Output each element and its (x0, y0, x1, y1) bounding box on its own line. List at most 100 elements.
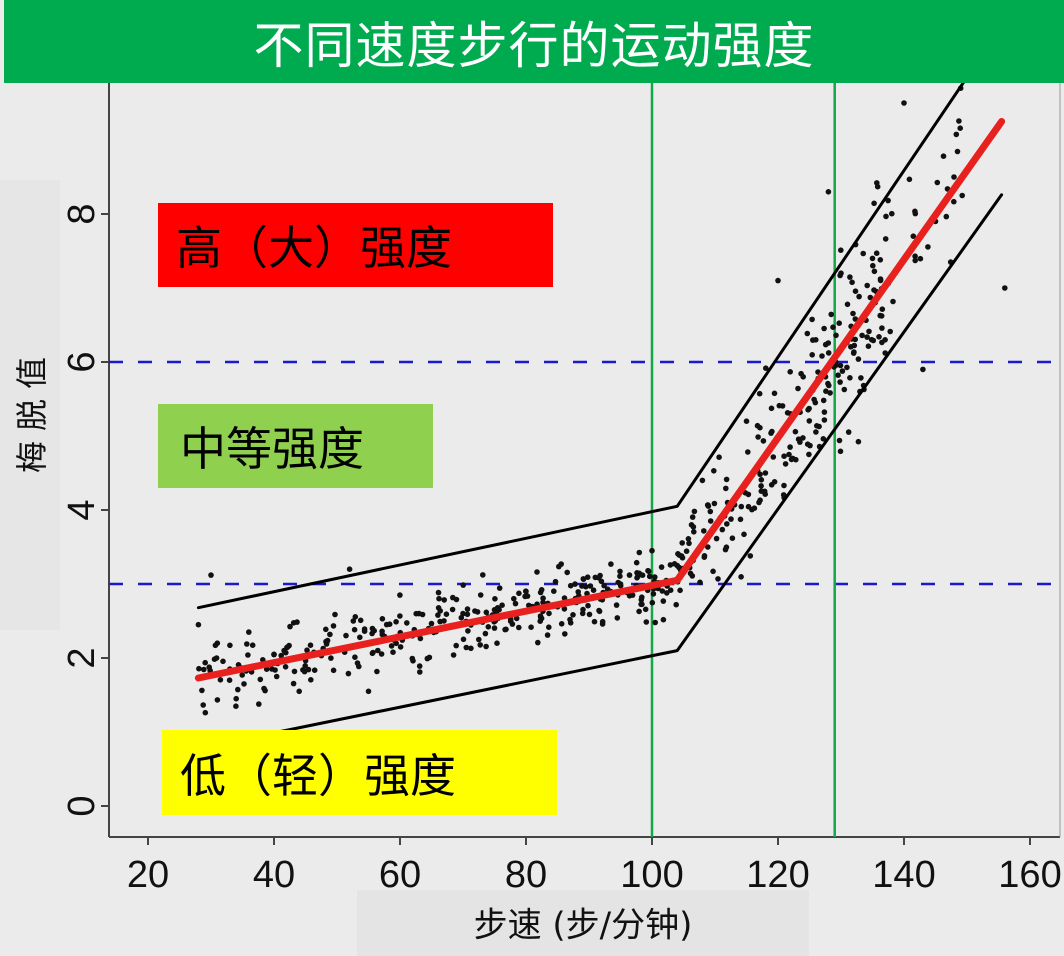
data-point (687, 570, 694, 577)
data-point (912, 253, 918, 259)
data-point (199, 687, 205, 694)
fit-lines (194, 83, 1006, 750)
x-tick-label: 120 (746, 854, 809, 896)
data-point (343, 632, 349, 639)
data-point (244, 641, 250, 647)
data-point (745, 503, 752, 510)
data-point (781, 482, 787, 489)
data-point (836, 320, 842, 327)
data-point (844, 364, 850, 371)
data-point (450, 594, 456, 601)
data-point (825, 380, 831, 387)
data-point (882, 236, 889, 242)
zone-moderate-text: 中等强度 (180, 422, 364, 476)
data-point (308, 677, 314, 683)
data-point (841, 386, 848, 393)
fit-line (194, 118, 1006, 682)
data-point (516, 590, 522, 597)
data-point (873, 250, 880, 256)
data-point (828, 311, 834, 318)
data-point (925, 244, 931, 250)
data-point (516, 624, 522, 631)
data-point (580, 606, 586, 613)
data-point (564, 569, 570, 576)
data-point (453, 642, 460, 649)
data-point (889, 210, 895, 217)
data-point (758, 477, 765, 483)
data-point (332, 611, 338, 618)
data-point (273, 673, 280, 680)
data-point (901, 100, 907, 106)
data-point (202, 709, 209, 716)
data-point (711, 468, 717, 474)
x-tick-label: 60 (379, 854, 421, 896)
data-point (865, 343, 872, 350)
data-point (954, 148, 961, 155)
data-point (705, 502, 711, 508)
data-point (587, 583, 594, 589)
data-point (435, 612, 441, 618)
data-point (806, 418, 813, 424)
data-point (327, 631, 333, 638)
data-point (608, 561, 614, 567)
data-point (890, 298, 896, 305)
data-point (870, 262, 876, 269)
data-point (397, 613, 403, 619)
data-point (590, 587, 597, 593)
data-point (485, 624, 492, 630)
data-point (838, 247, 844, 253)
data-point (202, 659, 208, 666)
data-point (685, 536, 692, 542)
data-point (763, 365, 769, 372)
data-point (649, 547, 655, 554)
data-point (507, 618, 514, 624)
data-point (365, 688, 372, 695)
data-point (397, 644, 404, 650)
data-point (482, 630, 489, 637)
data-point (345, 670, 352, 677)
data-point (660, 616, 667, 623)
data-point (885, 197, 891, 204)
data-point (639, 594, 645, 600)
data-point (379, 616, 386, 622)
data-point (435, 605, 442, 611)
y-tick-label: 0 (61, 795, 103, 816)
data-point (436, 595, 442, 602)
data-point (787, 369, 793, 375)
y-tick-label: 4 (61, 499, 103, 520)
data-point (586, 611, 593, 618)
data-point (649, 599, 656, 606)
data-point (879, 306, 886, 313)
data-point (269, 666, 275, 672)
chart-title: 不同速度步行的运动强度 (253, 16, 815, 75)
upper-band-line (196, 83, 965, 610)
data-point (460, 610, 466, 617)
data-point (233, 695, 239, 702)
data-point (233, 703, 239, 709)
data-point (213, 655, 220, 661)
data-point (959, 192, 965, 199)
x-tick-label: 160 (998, 854, 1061, 896)
data-point (758, 488, 765, 495)
data-point (825, 350, 832, 356)
data-point (951, 198, 957, 205)
data-point (528, 624, 534, 630)
data-point (827, 390, 833, 396)
data-point (449, 606, 456, 613)
data-point (711, 500, 718, 507)
data-point (820, 436, 827, 442)
data-point (450, 652, 457, 658)
data-point (864, 282, 870, 289)
data-point (546, 624, 552, 630)
data-point (755, 434, 761, 440)
data-point (538, 587, 545, 593)
data-point (643, 619, 650, 625)
data-point (257, 676, 264, 683)
data-point (561, 606, 568, 612)
data-point (677, 587, 683, 594)
data-point (646, 573, 653, 580)
data-point (626, 572, 633, 578)
data-point (771, 390, 778, 397)
data-point (472, 608, 478, 614)
data-point (650, 591, 657, 597)
